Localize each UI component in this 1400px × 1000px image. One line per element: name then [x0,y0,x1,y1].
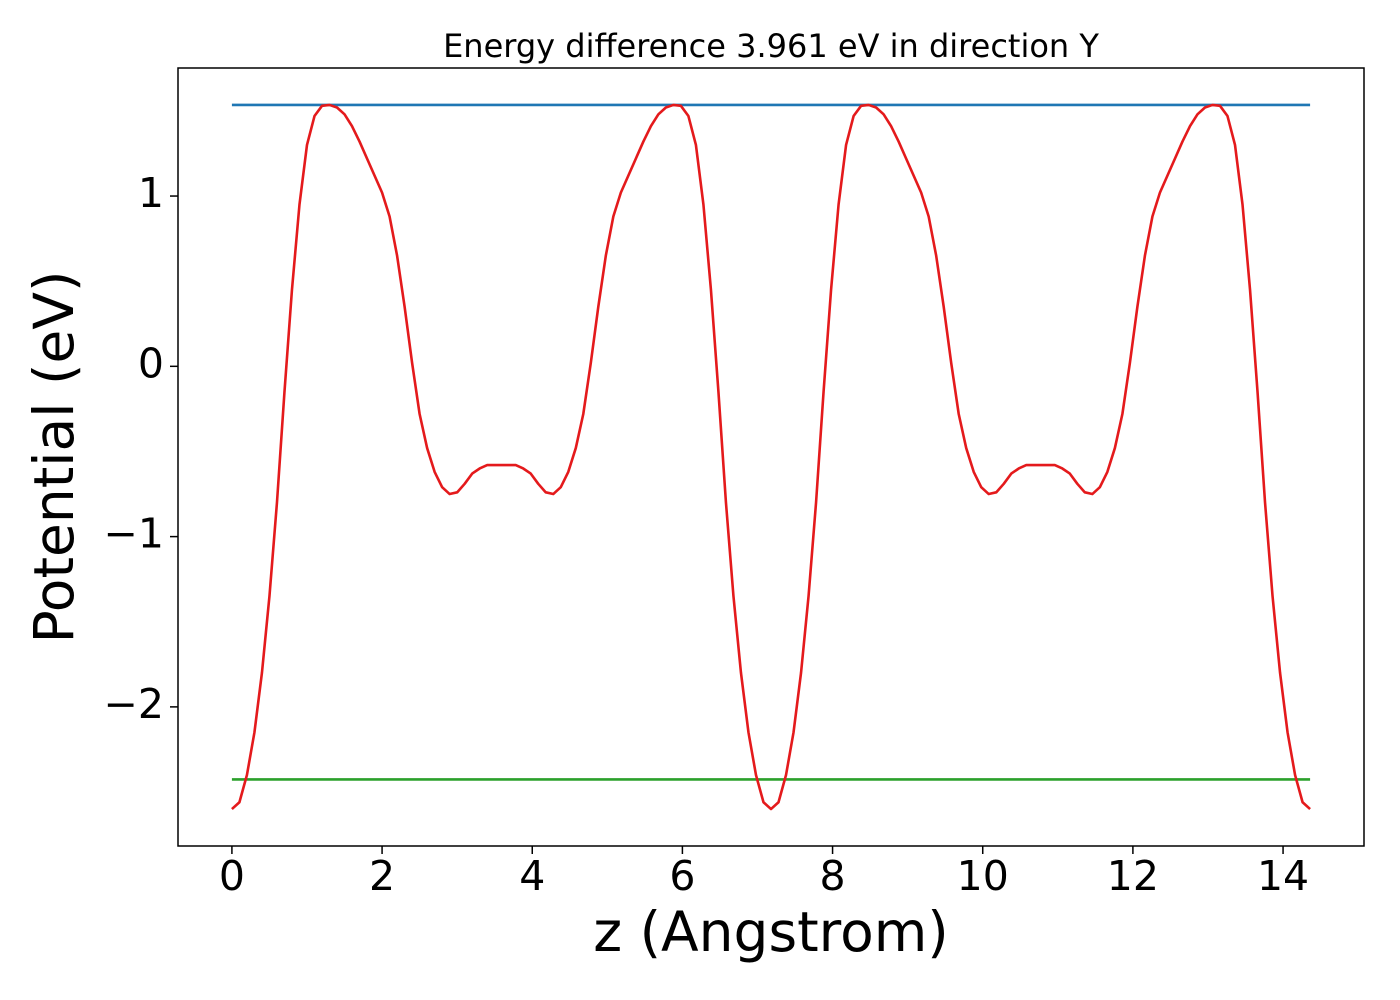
x-tick-label: 10 [957,852,1009,900]
x-axis-label: z (Angstrom) [593,900,949,964]
x-tick-label: 2 [369,852,395,900]
x-tick-label: 6 [669,852,695,900]
x-tick-label: 0 [219,852,245,900]
y-tick-label: −2 [104,680,164,728]
x-tick-label: 8 [820,852,846,900]
y-tick-label: −1 [104,510,164,558]
y-tick-label: 1 [138,169,164,217]
series-line [231,103,1311,811]
y-axis-label: Potential (eV) [22,271,86,644]
x-tick-label: 4 [519,852,545,900]
y-tick-label: 0 [138,339,164,387]
plot-frame [177,67,1365,847]
x-tick-label: 12 [1107,852,1159,900]
chart-title: Energy difference 3.961 eV in direction … [443,27,1099,65]
x-tick-label: 14 [1257,852,1309,900]
